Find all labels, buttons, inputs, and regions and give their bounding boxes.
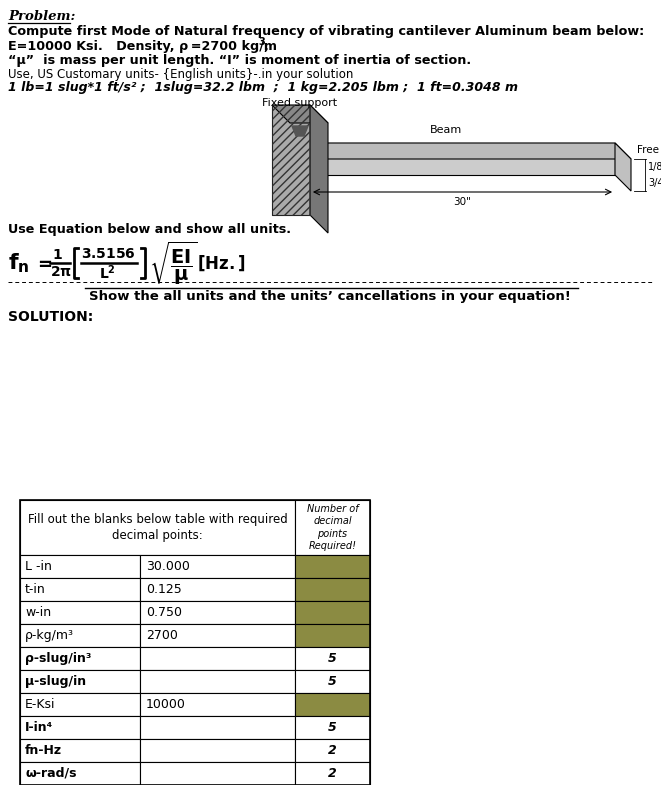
Bar [140,647,295,670]
Text: $\mathbf{2\pi}$: $\mathbf{2\pi}$ [50,265,72,279]
Bar [295,624,370,647]
Text: Fixed support: Fixed support [262,98,338,108]
Text: 30": 30" [453,197,471,207]
Polygon shape [310,143,631,159]
Polygon shape [272,105,310,215]
Bar [140,555,295,578]
Text: $\mathbf{1}$: $\mathbf{1}$ [52,248,63,262]
Text: 1/8": 1/8" [648,162,661,172]
Bar [20,762,140,785]
Bar [20,624,140,647]
Text: ρ-kg/m³: ρ-kg/m³ [25,629,74,642]
Text: 2: 2 [328,744,337,757]
Bar [140,693,295,716]
Bar [140,716,295,739]
Polygon shape [615,143,631,191]
Text: 5: 5 [328,652,337,665]
Bar [295,578,370,601]
Polygon shape [272,105,328,123]
Text: ω-rad/s: ω-rad/s [25,767,77,780]
Bar [295,647,370,670]
Text: 10000: 10000 [146,698,186,711]
Bar [20,555,140,578]
Polygon shape [292,126,308,136]
Text: 3: 3 [258,37,265,47]
Text: E-Ksi: E-Ksi [25,698,56,711]
Text: Compute first Mode of Natural frequency of vibrating cantilever Aluminum beam be: Compute first Mode of Natural frequency … [8,25,644,38]
Text: Problem:: Problem: [8,10,75,23]
Bar [20,716,140,739]
Text: SOLUTION:: SOLUTION: [8,310,93,324]
Bar [20,578,140,601]
Bar [295,739,370,762]
Text: Number of
decimal
points
Required!: Number of decimal points Required! [307,504,358,551]
Bar [20,500,295,555]
Text: 30.000: 30.000 [146,560,190,573]
Text: t-in: t-in [25,583,46,596]
Text: w-in: w-in [25,606,51,619]
Text: L -in: L -in [25,560,52,573]
Bar [20,693,140,716]
Bar [140,578,295,601]
Bar [295,670,370,693]
Text: $\mathbf{\sqrt{\dfrac{EI}{\mu}}}$: $\mathbf{\sqrt{\dfrac{EI}{\mu}}}$ [149,239,198,287]
Text: $\mathbf{3.5156}$: $\mathbf{3.5156}$ [81,247,136,261]
Text: 1 lb=1 slug*1 ft/s² ;  1slug=32.2 lbm  ;  1 kg=2.205 lbm ;  1 ft=0.3048 m: 1 lb=1 slug*1 ft/s² ; 1slug=32.2 lbm ; 1… [8,81,518,94]
Bar [140,762,295,785]
Text: 0.750: 0.750 [146,606,182,619]
Polygon shape [310,143,615,175]
Text: Free end: Free end [637,145,661,155]
Text: $\mathbf{f_n}$: $\mathbf{f_n}$ [8,251,30,275]
Bar [295,601,370,624]
Bar [140,739,295,762]
Bar [140,624,295,647]
Text: Show the all units and the units’ cancellations in your equation!: Show the all units and the units’ cancel… [89,290,571,303]
Text: $\mathbf{=}$: $\mathbf{=}$ [34,254,53,272]
Polygon shape [310,105,328,233]
Text: $\mathbf{L^2}$: $\mathbf{L^2}$ [99,264,116,283]
Text: ρ-slug/in³: ρ-slug/in³ [25,652,91,665]
Bar [140,670,295,693]
Bar [140,601,295,624]
Bar [20,601,140,624]
Text: Use Equation below and show all units.: Use Equation below and show all units. [8,223,291,236]
Text: 5: 5 [328,675,337,688]
Bar [20,670,140,693]
Bar [295,555,370,578]
Text: “μ”  is mass per unit length. “I” is moment of inertia of section.: “μ” is mass per unit length. “I” is mome… [8,54,471,67]
Bar [295,693,370,716]
Text: Beam: Beam [430,125,462,135]
Bar [295,716,370,739]
Text: 2: 2 [328,767,337,780]
Bar [295,762,370,785]
Text: I-in⁴: I-in⁴ [25,721,53,734]
Text: ,: , [263,40,268,53]
Text: μ-slug/in: μ-slug/in [25,675,86,688]
Bar [20,739,140,762]
Text: Use, US Customary units- {English units}-.in your solution: Use, US Customary units- {English units}… [8,68,354,81]
Bar [295,500,370,555]
Text: E=10000 Ksi.   Density, ρ =2700 kg/m: E=10000 Ksi. Density, ρ =2700 kg/m [8,40,277,53]
Bar [20,500,370,785]
Text: 2700: 2700 [146,629,178,642]
Text: $\mathbf{[Hz.]}$: $\mathbf{[Hz.]}$ [197,254,246,272]
Text: 5: 5 [328,721,337,734]
Text: fn-Hz: fn-Hz [25,744,62,757]
Polygon shape [310,143,326,191]
Bar [20,647,140,670]
Text: Fill out the blanks below table with required
decimal points:: Fill out the blanks below table with req… [28,513,288,542]
Text: 0.125: 0.125 [146,583,182,596]
Text: 3/4": 3/4" [648,178,661,188]
